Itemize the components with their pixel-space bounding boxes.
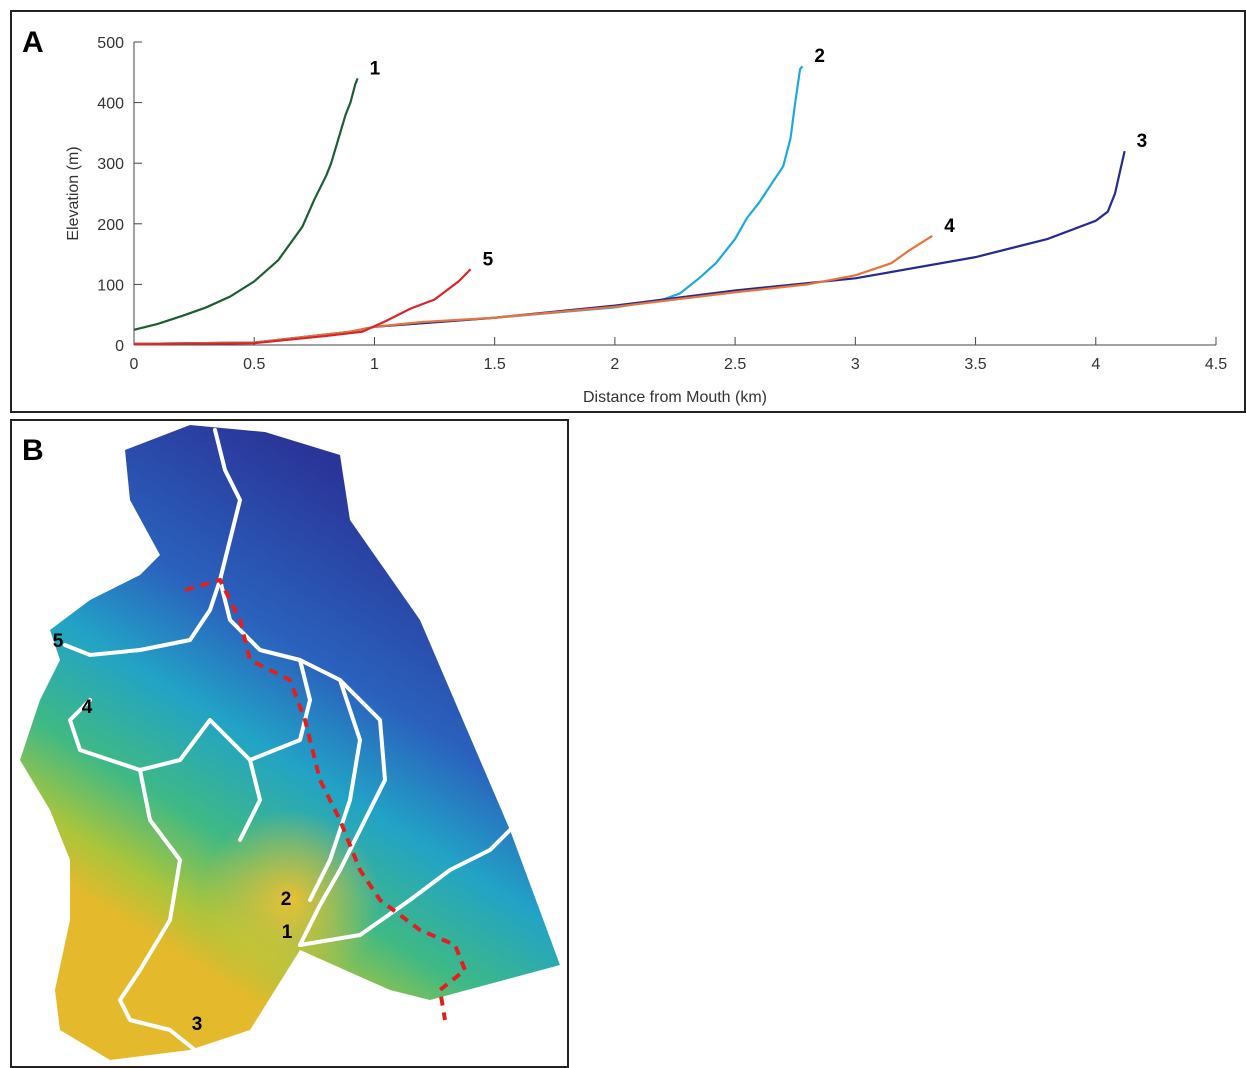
x-tick-label: 3 [851,356,860,373]
x-tick-label: 2.5 [724,356,746,373]
series-line [134,151,1125,344]
series-label: 3 [1137,131,1148,152]
map-label: 1 [282,922,293,943]
series-line [134,236,932,344]
x-tick-label: 3.5 [964,356,986,373]
map-label: 3 [192,1014,203,1035]
x-tick-label: 0.5 [243,356,265,373]
map-label: 5 [53,631,64,652]
y-tick-label: 200 [97,217,124,234]
series-label: 2 [814,46,825,67]
map: 1 2 3 4 5 [20,425,560,1060]
x-tick-label: 1.5 [484,356,506,373]
y-axis-label: Elevation (m) [65,146,82,240]
x-tick-label: 4 [1091,356,1100,373]
x-axis-label: Distance from Mouth (km) [583,389,767,406]
y-tick-label: 100 [97,277,124,294]
x-tick-label: 2 [610,356,619,373]
panel-a-frame [11,11,1245,412]
series-label: 1 [370,58,381,79]
x-tick-label: 1 [370,356,379,373]
x-tick-label: 4.5 [1205,356,1227,373]
panel-label: A [22,26,44,59]
series-label: 5 [483,249,494,270]
map-label: 2 [281,889,292,910]
y-tick-label: 400 [97,96,124,113]
y-tick-label: 0 [115,338,124,355]
figure: A B 1 2 3 4 5 0 100 200 300 400 500 0 0.5 1 1.5 2 2.5 3 3… [0,0,1246,1068]
series-line [134,66,802,344]
x-tick-label: 0 [130,356,139,373]
map-label: 4 [82,697,93,718]
series-line [134,78,358,329]
y-tick-label: 500 [97,35,124,52]
panel-label: B [22,434,44,467]
series-line [134,269,471,344]
y-tick-label: 300 [97,156,124,173]
series-label: 4 [944,216,955,237]
